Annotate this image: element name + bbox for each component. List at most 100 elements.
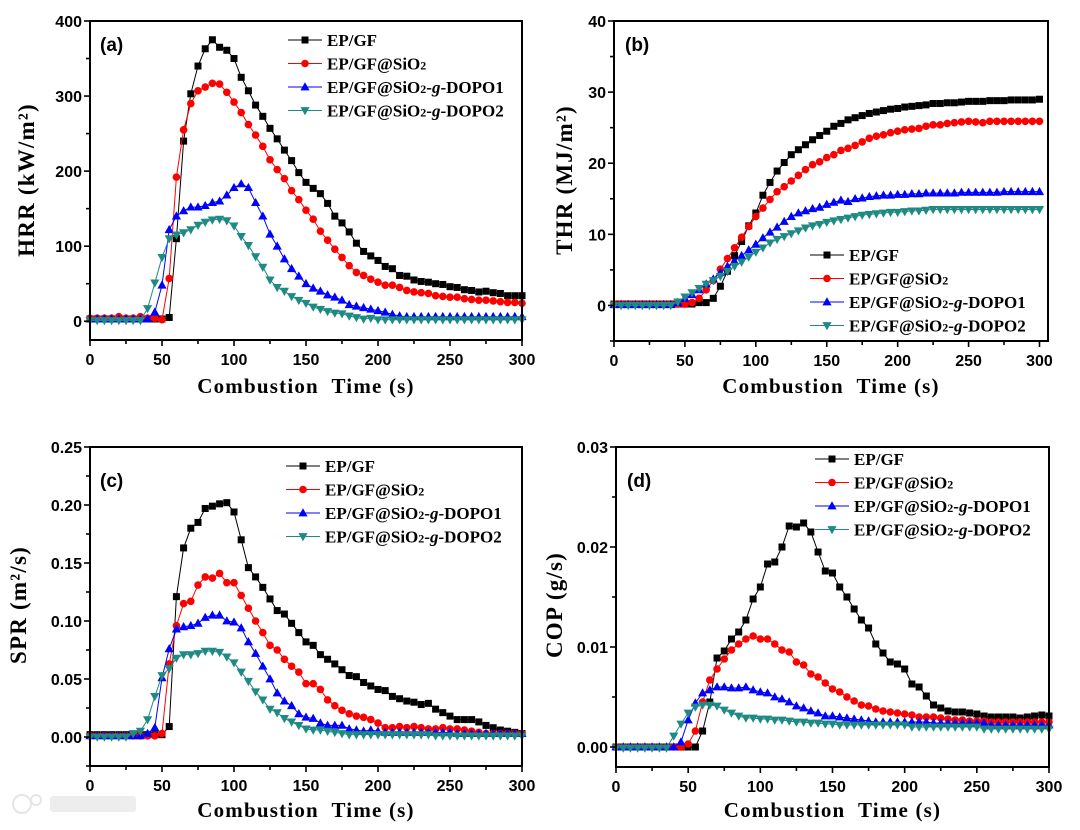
data-point	[695, 294, 703, 303]
data-point	[935, 188, 945, 197]
y-tick-label: 200	[55, 164, 82, 181]
data-point	[431, 732, 441, 741]
data-point	[179, 206, 189, 215]
data-point	[222, 616, 232, 625]
data-point	[908, 125, 916, 133]
data-point	[759, 204, 767, 212]
data-point	[308, 726, 318, 735]
data-point	[993, 725, 1004, 734]
data-point	[467, 732, 477, 741]
data-point	[907, 189, 917, 198]
data-point	[835, 721, 845, 730]
data-point	[193, 650, 203, 659]
data-point	[337, 730, 347, 739]
data-point	[295, 668, 303, 676]
data-point	[511, 292, 519, 300]
data-point	[779, 216, 789, 225]
data-point	[251, 617, 260, 625]
data-point	[1006, 206, 1016, 215]
data-point	[237, 73, 245, 81]
data-point	[770, 692, 780, 701]
data-point	[186, 202, 196, 211]
data-point	[844, 116, 852, 124]
data-point	[135, 317, 145, 326]
data-point	[1020, 186, 1030, 196]
legend-text-part: SiO	[391, 528, 418, 547]
data-point	[244, 120, 253, 129]
x-axis-title: Combustion Time (s)	[722, 374, 940, 398]
watermark-logo	[12, 794, 136, 814]
data-point	[280, 655, 289, 664]
data-point	[849, 714, 859, 723]
legend-text-part: -	[440, 78, 446, 97]
data-point	[468, 716, 476, 724]
panel-label: (c)	[100, 471, 123, 492]
data-point	[439, 280, 447, 288]
data-point	[772, 222, 782, 231]
data-point	[964, 117, 973, 126]
data-point	[367, 682, 375, 690]
data-point	[762, 715, 773, 724]
data-point	[764, 560, 772, 568]
data-point	[669, 732, 679, 741]
data-point	[236, 668, 246, 677]
data-point	[251, 648, 261, 657]
chart-panel-b: 0 50 100 150 200 250 300 0 10 20 30 40 Combustion Ti…	[552, 14, 1053, 398]
data-point	[143, 314, 153, 323]
data-point	[409, 316, 419, 325]
data-point	[712, 702, 722, 711]
data-point	[251, 197, 261, 207]
data-point	[772, 235, 782, 245]
data-point	[424, 699, 432, 707]
data-point	[936, 723, 946, 732]
data-point	[942, 206, 952, 215]
data-point	[1038, 711, 1046, 719]
data-point	[742, 616, 750, 624]
data-point	[755, 715, 765, 724]
legend-item: EP/GF	[815, 450, 904, 469]
legend-label: EP/GF@SiO2-g-DOPO2	[325, 528, 502, 547]
data-point	[878, 721, 888, 730]
data-point	[837, 146, 845, 155]
data-point	[901, 665, 909, 673]
data-point	[633, 744, 643, 753]
data-point	[366, 304, 376, 313]
data-point	[844, 144, 852, 153]
data-point	[143, 305, 153, 314]
data-point	[713, 654, 721, 662]
data-point	[488, 316, 498, 325]
data-point	[654, 744, 664, 753]
data-point	[929, 121, 937, 129]
data-point	[366, 314, 376, 324]
data-point	[695, 299, 703, 307]
data-point	[351, 731, 361, 740]
data-point	[360, 678, 368, 686]
data-point	[359, 271, 368, 280]
legend-label: EP/GF@SiO2-g-DOPO2	[849, 317, 1026, 336]
data-point	[265, 705, 275, 714]
legend-text-part: EP/GF@	[854, 497, 920, 516]
data-point	[165, 723, 173, 731]
data-point	[744, 253, 754, 262]
data-point	[794, 146, 802, 154]
data-point	[475, 296, 483, 305]
data-point	[857, 701, 866, 709]
legend-text-part: -	[948, 317, 954, 336]
data-point	[164, 644, 174, 653]
x-axis-title: Combustion Time (s)	[197, 374, 415, 398]
data-point	[323, 290, 333, 299]
data-point	[171, 654, 181, 663]
x-axis-title: Combustion Time (s)	[197, 798, 415, 822]
data-point	[482, 287, 490, 295]
legend-label: EP/GF@SiO2	[854, 474, 953, 493]
data-point	[780, 182, 788, 191]
data-point	[729, 262, 740, 272]
data-point	[894, 104, 902, 112]
data-point	[503, 316, 513, 325]
data-point	[850, 213, 860, 222]
data-point	[726, 683, 737, 692]
data-point	[950, 118, 959, 127]
data-point	[1029, 725, 1040, 734]
data-point	[755, 687, 765, 696]
